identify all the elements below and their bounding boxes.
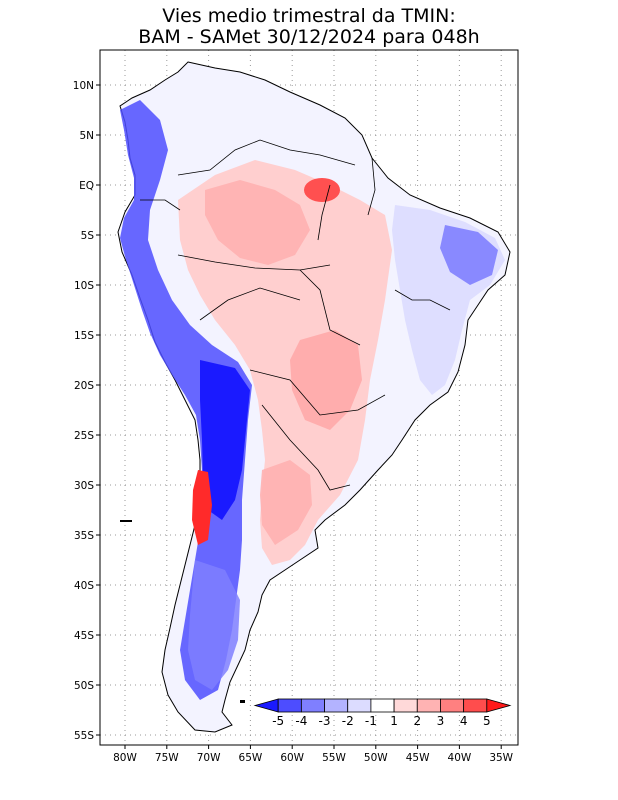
lat-tick-label: 55S	[74, 730, 94, 742]
lat-tick-label: 35S	[74, 530, 94, 542]
positive-bias-core-south	[260, 460, 312, 545]
longitude-tick-labels: 80W 75W 70W 65W 60W 55W 50W 45W 40W 35W	[113, 745, 514, 764]
colorbar-segment	[324, 698, 349, 713]
latitude-tick-labels: 10N 5N EQ 5S 10S 15S 20S 25S 30S 35S 40S 45S 50S 55S	[73, 80, 100, 742]
colorbar-label: -4	[295, 714, 307, 728]
lon-tick-label: 45W	[406, 752, 430, 764]
lon-tick-label: 50W	[364, 752, 388, 764]
lat-tick-label: 40S	[74, 580, 94, 592]
colorbar-segment	[300, 698, 325, 713]
lon-tick-label: 55W	[322, 752, 346, 764]
positive-bias-hotspot-north	[304, 178, 340, 202]
colorbar-segment	[347, 698, 372, 713]
colorbar-segment	[440, 698, 465, 713]
lat-tick-label: 25S	[74, 430, 94, 442]
lat-tick-label: EQ	[79, 180, 94, 192]
lat-tick-label: 15S	[74, 330, 94, 342]
positive-bias-region-interior	[178, 160, 392, 565]
colorbar-segment	[486, 698, 512, 713]
negative-bias-patagonia	[188, 560, 240, 690]
positive-bias-core-amazon	[205, 180, 310, 265]
negative-bias-core-andes	[200, 360, 250, 520]
positive-bias-core-central	[290, 330, 362, 430]
lon-tick-label: 60W	[280, 752, 304, 764]
colorbar-label: 3	[437, 714, 445, 728]
colorbar-label: 2	[413, 714, 421, 728]
colorbar-segment	[277, 698, 302, 713]
lon-tick-label: 65W	[239, 752, 263, 764]
colorbar-label: 1	[390, 714, 398, 728]
lat-tick-label: 30S	[74, 480, 94, 492]
lon-tick-label: 75W	[155, 752, 179, 764]
colorbar-segment	[416, 698, 441, 713]
colorbar-label: -5	[272, 714, 284, 728]
lat-tick-label: 10S	[74, 280, 94, 292]
lon-tick-label: 40W	[448, 752, 472, 764]
lat-tick-label: 10N	[73, 80, 94, 92]
lon-tick-label: 80W	[113, 752, 137, 764]
country-borders	[140, 139, 451, 491]
colorbar-segment	[370, 698, 395, 713]
negative-bias-region-andes	[120, 100, 252, 700]
colorbar-label: -2	[342, 714, 354, 728]
colorbar-label: 5	[483, 714, 491, 728]
figure-title-line1: Vies medio trimestral da TMIN:	[162, 5, 456, 27]
colorbar-label: -3	[319, 714, 331, 728]
colorbar-segment	[463, 698, 488, 713]
lon-tick-label: 70W	[197, 752, 221, 764]
lat-tick-label: 5N	[79, 130, 94, 142]
map-frame	[99, 49, 519, 746]
lat-tick-label: 5S	[81, 230, 95, 242]
colorbar: -5 -4 -3 -2 -1 1 2 3 4 5	[253, 698, 512, 728]
colorbar-label: -1	[365, 714, 377, 728]
lon-tick-label: 35W	[489, 752, 513, 764]
colorbar-segment	[393, 698, 418, 713]
pacific-island-mark	[120, 520, 132, 522]
falklands-mark	[240, 700, 245, 703]
map-area: 80W 75W 70W 65W 60W 55W 50W 45W 40W 35W 10N 5N EQ 5S…	[73, 49, 519, 764]
colorbar-label: 4	[460, 714, 468, 728]
figure-title-line2: BAM - SAMet 30/12/2024 para 048h	[138, 26, 479, 48]
lat-tick-label: 50S	[74, 680, 94, 692]
lat-tick-label: 45S	[74, 630, 94, 642]
positive-bias-chile-strip	[192, 470, 212, 545]
lat-tick-label: 20S	[74, 380, 94, 392]
negative-bias-core-northeast	[440, 225, 498, 285]
